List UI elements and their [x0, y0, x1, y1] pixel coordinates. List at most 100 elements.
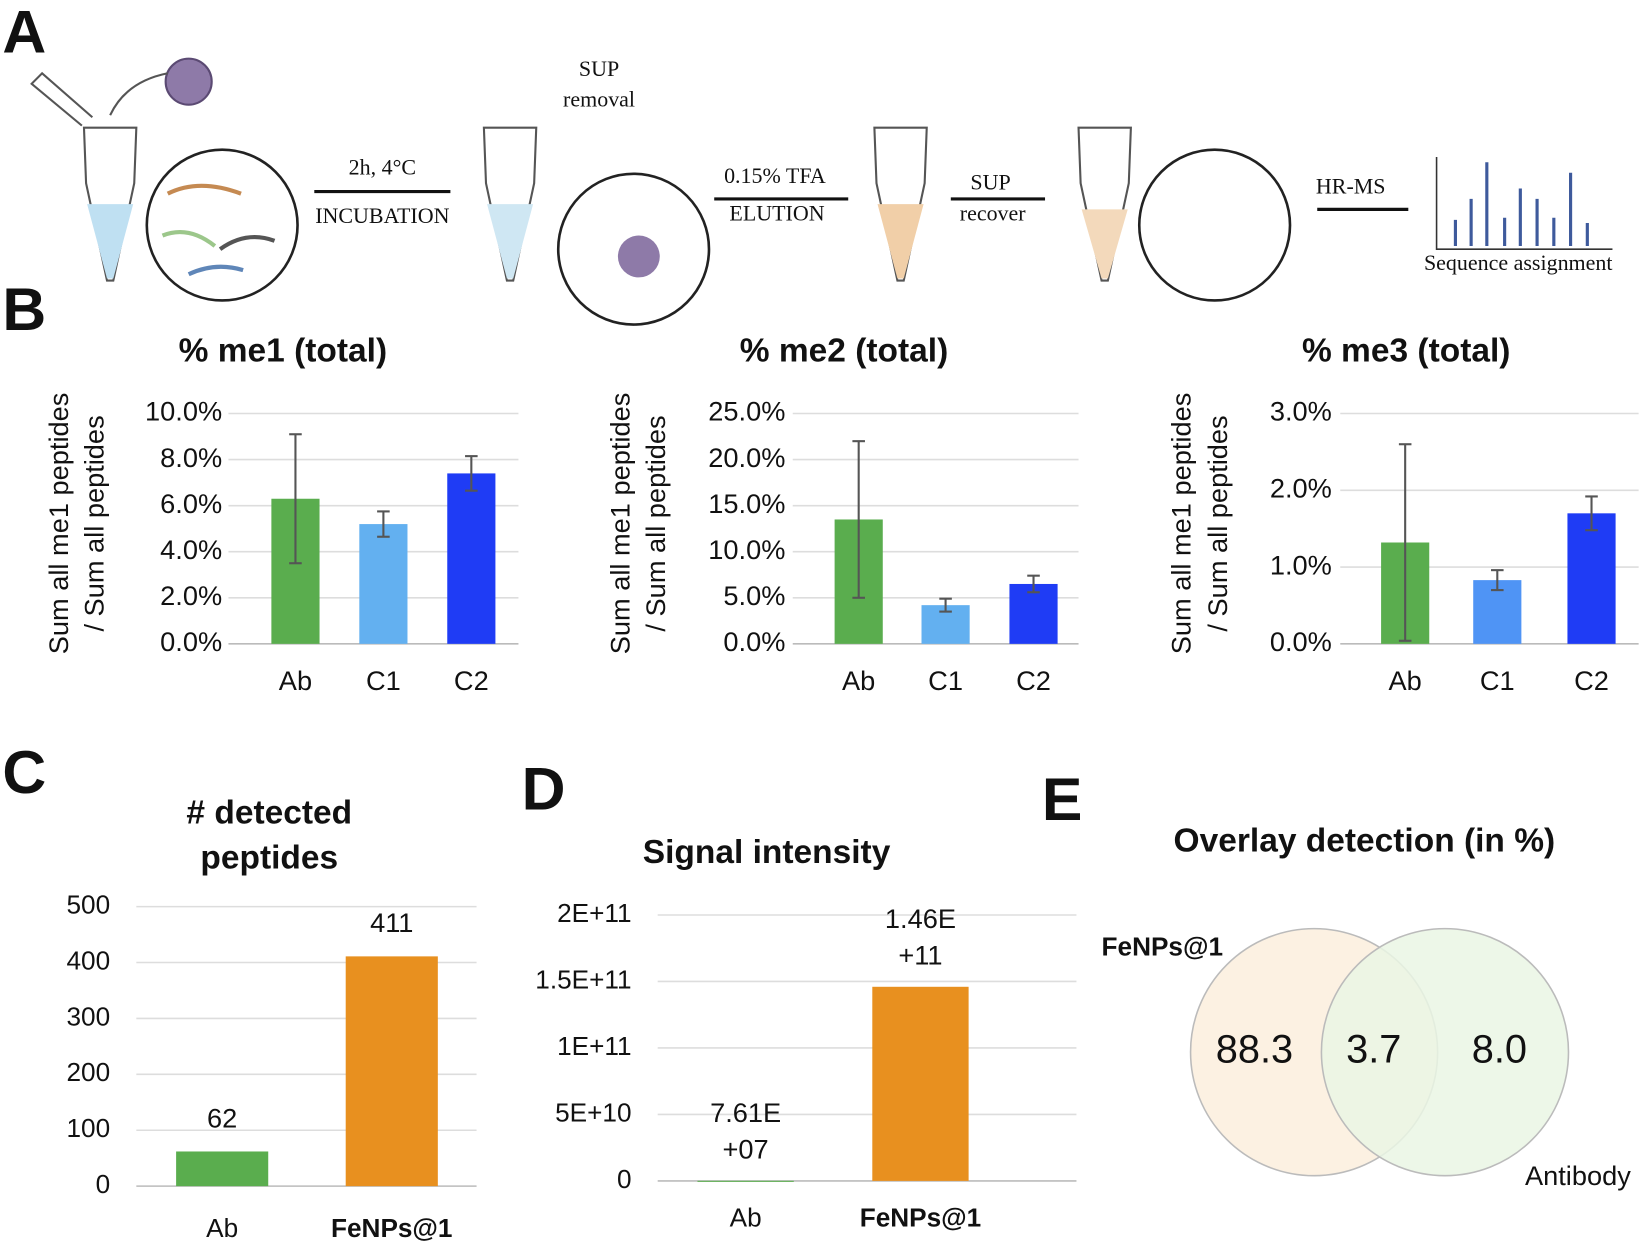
x-tick-label: C1 — [928, 665, 963, 696]
chart-title: % me2 (total) — [740, 333, 948, 370]
bar — [447, 473, 496, 644]
y-tick-label: 10.0% — [708, 534, 785, 565]
step-label: INCUBATION — [315, 203, 449, 228]
y-tick-label: 8.0% — [160, 442, 222, 473]
peptide — [187, 264, 244, 277]
y-tick-label: 5E+10 — [555, 1097, 631, 1127]
bar — [697, 1180, 794, 1182]
y-tick-label: 3.0% — [1270, 396, 1332, 427]
chart-title: Signal intensity — [643, 834, 891, 871]
y-tick-label: 500 — [67, 890, 111, 920]
liquid — [87, 204, 134, 279]
x-tick-label: C2 — [454, 665, 489, 696]
tube — [482, 126, 538, 282]
y-tick-label: 0.0% — [160, 626, 222, 657]
venn-value: 88.3 — [1216, 1028, 1293, 1072]
panel-letter: E — [1042, 765, 1083, 833]
y-tick-label: 100 — [67, 1113, 111, 1143]
bar — [359, 524, 408, 644]
liquid — [1081, 209, 1128, 279]
liquid — [877, 204, 924, 279]
zoom-circle — [145, 148, 299, 302]
panel-letters: A B C D E — [2, 0, 1082, 833]
y-axis-label: Sum all me1 peptides — [1165, 393, 1196, 655]
bead — [164, 57, 213, 106]
chart-title: peptides — [200, 839, 338, 876]
y-tick-label: 0.0% — [1270, 626, 1332, 657]
x-tick-label: C1 — [1480, 665, 1515, 696]
y-axis-label: / Sum all peptides — [1202, 415, 1233, 631]
x-tick-label: Ab — [1389, 665, 1422, 696]
data-label: 1.46E — [885, 903, 956, 934]
x-tick-label: C1 — [366, 665, 401, 696]
peptide — [166, 183, 242, 196]
bar — [1009, 583, 1058, 644]
bar — [1567, 513, 1616, 644]
data-label: +07 — [723, 1134, 769, 1165]
y-tick-label: 2E+11 — [557, 898, 631, 928]
step-label: HR-MS — [1316, 173, 1386, 198]
panel-letter: C — [2, 738, 46, 806]
peptide — [218, 234, 276, 251]
data-label: +11 — [898, 940, 942, 971]
bar — [345, 956, 438, 1187]
x-tick-label: C2 — [1016, 665, 1051, 696]
y-tick-label: 200 — [67, 1057, 111, 1087]
y-tick-label: 1.5E+11 — [535, 964, 631, 994]
panel-letter: D — [522, 755, 566, 823]
y-tick-label: 15.0% — [708, 488, 785, 519]
step-label: 0.15% TFA — [724, 163, 826, 188]
tube-lid — [30, 71, 94, 127]
y-axis-label: Sum all me1 peptides — [43, 393, 74, 655]
venn-set — [1320, 927, 1570, 1177]
y-axis-label: / Sum all peptides — [79, 415, 110, 631]
panel-letter: A — [2, 0, 46, 66]
y-tick-label: 2.0% — [1270, 472, 1332, 503]
venn-value: 8.0 — [1472, 1028, 1527, 1072]
y-tick-label: 0 — [96, 1169, 111, 1199]
y-tick-label: 400 — [67, 945, 111, 975]
tube — [873, 126, 928, 282]
y-tick-label: 4.0% — [160, 534, 222, 565]
y-tick-label: 0 — [617, 1164, 632, 1194]
x-tick-label: Ab — [730, 1203, 762, 1233]
chart-title: % me1 (total) — [179, 333, 387, 370]
bar — [872, 986, 969, 1181]
liquid — [487, 204, 534, 279]
y-axis-label: Sum all me1 peptides — [604, 393, 635, 655]
spectrum-peaks — [1453, 162, 1589, 247]
chart-title: # detected — [186, 794, 352, 831]
step-label: recover — [960, 201, 1027, 226]
bead — [617, 235, 660, 278]
data-label: 62 — [207, 1102, 237, 1133]
y-tick-label: 1.0% — [1270, 549, 1332, 580]
zoom-circle — [1137, 148, 1292, 302]
panel-letter: B — [2, 275, 46, 343]
y-tick-label: 20.0% — [708, 442, 785, 473]
x-tick-label: C2 — [1574, 665, 1609, 696]
tube — [82, 126, 138, 282]
step-label: ELUTION — [729, 201, 824, 226]
step-label: SUP — [579, 56, 619, 81]
x-tick-label: Ab — [842, 665, 875, 696]
x-tick-label: FeNPs@1 — [860, 1203, 981, 1233]
step-label: 2h, 4°C — [349, 155, 416, 180]
data-label: 7.61E — [710, 1097, 781, 1128]
y-tick-label: 2.0% — [160, 580, 222, 611]
venn-value: 3.7 — [1346, 1028, 1401, 1072]
workflow-diagram: 2h, 4°C INCUBATION SUP removal 0.15% TFA… — [30, 56, 1613, 326]
set-label: FeNPs@1 — [1102, 931, 1223, 961]
peptide — [161, 230, 217, 248]
y-axis-label: / Sum all peptides — [640, 415, 671, 631]
x-tick-label: Ab — [206, 1213, 238, 1243]
x-tick-label: Ab — [279, 665, 312, 696]
y-tick-label: 0.0% — [723, 626, 785, 657]
set-label: Antibody — [1525, 1160, 1631, 1191]
y-tick-label: 6.0% — [160, 488, 222, 519]
bar — [176, 1151, 269, 1187]
tube — [1077, 126, 1132, 282]
x-tick-label: FeNPs@1 — [331, 1213, 452, 1243]
spectrum-axis — [1435, 157, 1613, 250]
y-tick-label: 1E+11 — [557, 1031, 631, 1061]
